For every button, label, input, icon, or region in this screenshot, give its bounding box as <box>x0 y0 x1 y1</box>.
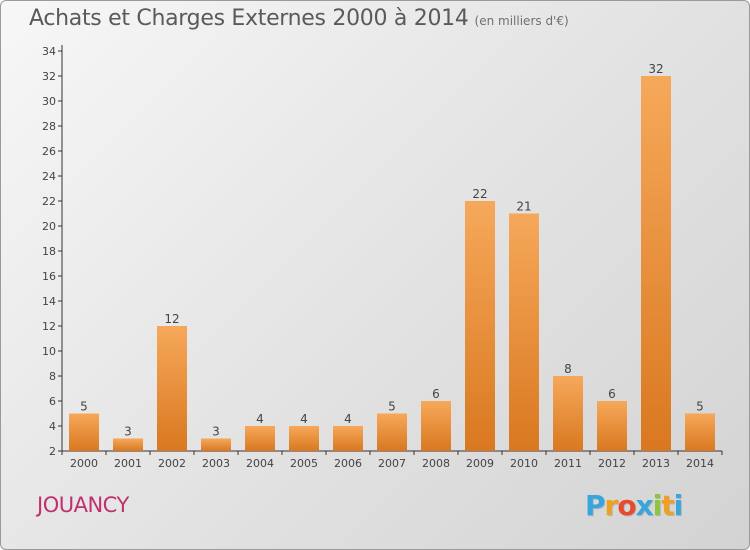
x-tick-label-2010: 2010 <box>510 457 538 470</box>
data-label-2014: 5 <box>696 400 704 414</box>
x-tick-label-2007: 2007 <box>378 457 406 470</box>
data-label-2011: 8 <box>564 362 572 376</box>
y-tick-label: 26 <box>42 145 56 158</box>
x-tick-label-2001: 2001 <box>114 457 142 470</box>
bar-2006 <box>333 426 363 451</box>
y-tick-label: 4 <box>49 420 56 433</box>
chart-subtitle: (en milliers d'€) <box>474 14 569 28</box>
x-tick-label-2012: 2012 <box>598 457 626 470</box>
y-tick-label: 24 <box>42 170 56 183</box>
data-label-2002: 12 <box>164 312 179 326</box>
logo-letter: x <box>635 489 654 522</box>
data-label-2006: 4 <box>344 412 352 426</box>
bar-2001 <box>113 438 143 451</box>
bar-2007 <box>377 413 407 451</box>
logo-letter: t <box>661 489 674 522</box>
y-tick-label: 2 <box>49 445 56 458</box>
data-label-2007: 5 <box>388 400 396 414</box>
logo-letter: i <box>673 489 684 522</box>
logo-letter: o <box>617 489 636 522</box>
bar-2003 <box>201 438 231 451</box>
data-label-2004: 4 <box>256 412 264 426</box>
logo-letter: i <box>652 489 663 522</box>
y-tick-label: 8 <box>49 370 56 383</box>
x-tick-label-2002: 2002 <box>158 457 186 470</box>
data-label-2010: 21 <box>516 200 531 214</box>
bar-2013 <box>641 76 671 451</box>
y-tick-label: 16 <box>42 270 56 283</box>
x-tick-label-2014: 2014 <box>686 457 714 470</box>
chart-title: Achats et Charges Externes 2000 à 2014 (e… <box>29 6 569 31</box>
y-tick-label: 30 <box>42 95 56 108</box>
data-label-2000: 5 <box>80 400 88 414</box>
bar-2014 <box>685 413 715 451</box>
data-label-2008: 6 <box>432 387 440 401</box>
x-tick-label-2003: 2003 <box>202 457 230 470</box>
logo-letter: P <box>585 489 606 522</box>
data-label-2001: 3 <box>124 425 132 439</box>
x-tick-label-2004: 2004 <box>246 457 274 470</box>
x-tick-label-2011: 2011 <box>554 457 582 470</box>
bar-2002 <box>157 326 187 451</box>
data-label-2009: 22 <box>472 187 487 201</box>
logo-letter: r <box>604 489 619 522</box>
commune-name: JOUANCY <box>37 493 129 517</box>
chart-bars <box>69 76 715 451</box>
data-label-2005: 4 <box>300 412 308 426</box>
chart-data-labels: 5 3 12 3 4 4 4 5 6 22 21 8 6 32 5 <box>80 62 704 439</box>
y-tick-label: 22 <box>42 195 56 208</box>
data-label-2013: 32 <box>648 62 663 76</box>
x-tick-label-2000: 2000 <box>70 457 98 470</box>
proxiti-logo[interactable]: Proxiti <box>585 489 684 522</box>
y-tick-label: 20 <box>42 220 56 233</box>
y-tick-label: 32 <box>42 70 56 83</box>
bar-2008 <box>421 401 451 451</box>
x-tick-label-2013: 2013 <box>642 457 670 470</box>
y-tick-label: 34 <box>42 45 56 58</box>
bar-2011 <box>553 376 583 451</box>
bar-2009 <box>465 201 495 451</box>
y-tick-label: 6 <box>49 395 56 408</box>
data-label-2003: 3 <box>212 425 220 439</box>
x-tick-label-2006: 2006 <box>334 457 362 470</box>
x-tick-label-2009: 2009 <box>466 457 494 470</box>
bar-2005 <box>289 426 319 451</box>
bar-2004 <box>245 426 275 451</box>
y-tick-label: 14 <box>42 295 56 308</box>
y-tick-label: 28 <box>42 120 56 133</box>
x-tick-label-2005: 2005 <box>290 457 318 470</box>
bar-2000 <box>69 413 99 451</box>
y-tick-label: 18 <box>42 245 56 258</box>
data-label-2012: 6 <box>608 387 616 401</box>
y-tick-label: 12 <box>42 320 56 333</box>
bar-2012 <box>597 401 627 451</box>
x-tick-label-2008: 2008 <box>422 457 450 470</box>
chart-title-text: Achats et Charges Externes 2000 à 2014 <box>29 6 469 31</box>
bar-2010 <box>509 213 539 451</box>
y-tick-label: 10 <box>42 345 56 358</box>
